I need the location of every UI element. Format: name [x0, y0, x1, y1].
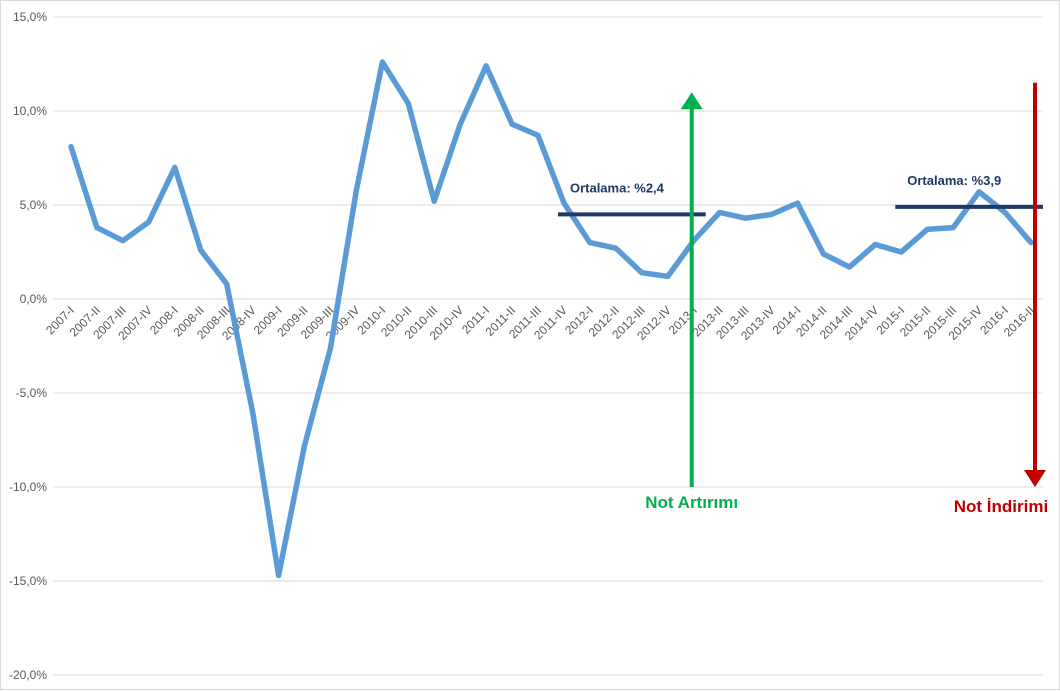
y-tick-label: 10,0%	[13, 104, 47, 118]
downgrade-label: Not İndirimi	[954, 497, 1048, 516]
y-gridlines	[53, 16, 1043, 676]
downgrade-arrow-head	[1024, 470, 1046, 487]
series-line-0	[68, 59, 1034, 579]
y-tick-label: -5,0%	[16, 386, 48, 400]
y-axis-tick-labels: 15,0% 10,0% 5,0% 0,0% -5,0% -10,0% -15,0% -20,0…	[9, 10, 47, 682]
y-tick-label: -10,0%	[9, 480, 47, 494]
y-tick-label: 5,0%	[20, 198, 48, 212]
y-tick-label: 15,0%	[13, 10, 47, 24]
y-tick-label: -20,0%	[9, 668, 47, 682]
average-label: Ortalama: %2,4	[570, 180, 665, 195]
y-tick-label: -15,0%	[9, 574, 47, 588]
upgrade-arrow-head	[680, 92, 703, 110]
upgrade-label: Not Artırımı	[645, 493, 738, 512]
y-tick-label: 0,0%	[20, 292, 48, 306]
average-label: Ortalama: %3,9	[907, 173, 1001, 188]
x-axis-tick-labels: 2007-I2007-II2007-III2007-IV2008-I2008-I…	[43, 303, 1037, 343]
